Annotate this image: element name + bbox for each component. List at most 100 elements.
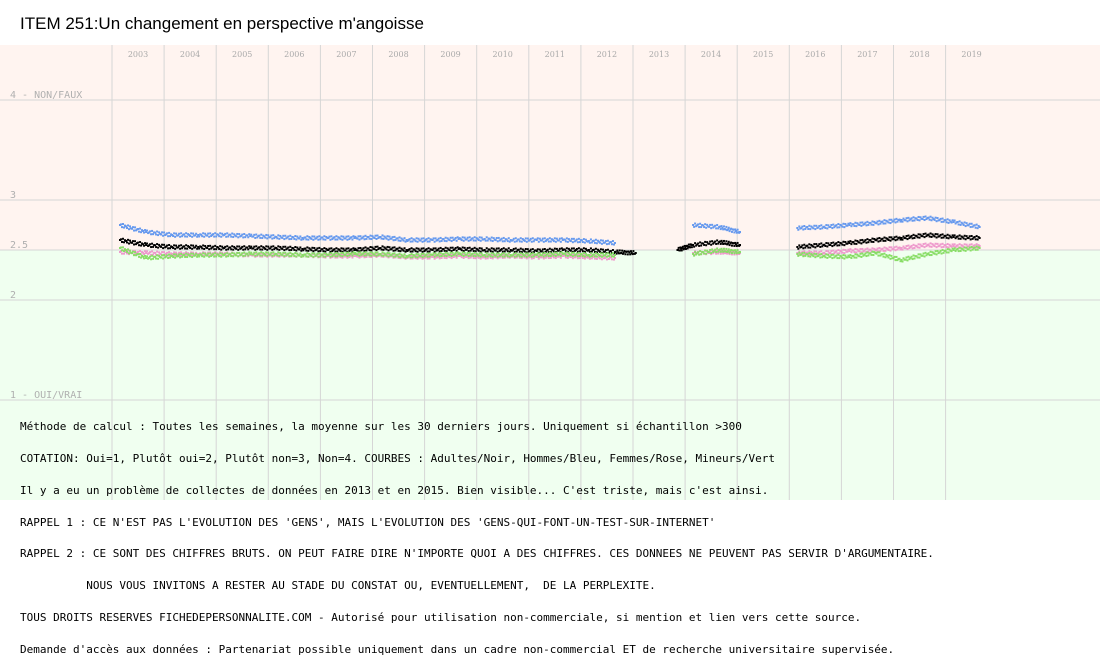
data-point bbox=[692, 253, 695, 255]
data-point bbox=[814, 253, 817, 256]
data-point bbox=[564, 254, 567, 257]
data-point bbox=[494, 256, 497, 259]
data-point bbox=[208, 248, 211, 251]
data-point bbox=[929, 250, 932, 253]
data-point bbox=[825, 250, 828, 253]
data-point bbox=[146, 229, 149, 232]
data-point bbox=[122, 223, 125, 226]
x-tick-label: 2013 bbox=[649, 50, 669, 59]
data-point bbox=[215, 235, 218, 238]
data-point bbox=[566, 256, 569, 259]
data-point bbox=[728, 244, 731, 247]
data-point bbox=[978, 226, 981, 228]
data-point bbox=[436, 253, 439, 256]
data-point bbox=[453, 255, 456, 258]
data-point bbox=[309, 254, 312, 257]
data-point bbox=[963, 243, 966, 246]
data-point bbox=[705, 226, 708, 229]
data-point bbox=[583, 255, 586, 258]
data-point bbox=[279, 234, 282, 237]
data-point bbox=[319, 255, 322, 258]
data-point bbox=[174, 256, 177, 259]
data-point bbox=[963, 221, 966, 224]
data-point bbox=[948, 234, 951, 237]
data-point bbox=[415, 254, 418, 257]
data-point bbox=[298, 254, 301, 257]
data-point bbox=[823, 243, 826, 246]
data-point bbox=[452, 248, 455, 251]
data-point bbox=[247, 236, 250, 239]
data-point bbox=[830, 224, 833, 227]
data-point bbox=[391, 246, 394, 249]
data-point bbox=[804, 227, 807, 230]
data-point bbox=[968, 246, 971, 249]
data-point bbox=[378, 247, 381, 250]
data-point bbox=[515, 250, 518, 253]
data-point bbox=[186, 247, 189, 250]
data-point bbox=[882, 249, 885, 252]
data-point bbox=[429, 255, 432, 258]
data-point bbox=[915, 217, 918, 220]
data-point bbox=[541, 248, 544, 251]
data-point bbox=[812, 252, 815, 255]
data-point bbox=[389, 254, 392, 257]
data-point bbox=[516, 248, 519, 251]
data-point bbox=[724, 228, 727, 231]
data-point bbox=[439, 236, 442, 239]
data-point bbox=[584, 254, 587, 257]
data-point bbox=[522, 255, 525, 258]
data-point bbox=[508, 255, 511, 258]
data-point bbox=[154, 244, 157, 247]
data-point bbox=[538, 248, 541, 251]
data-point bbox=[457, 248, 460, 250]
data-point bbox=[626, 253, 629, 256]
data-point bbox=[300, 249, 303, 252]
data-point bbox=[857, 254, 860, 257]
data-point bbox=[470, 248, 473, 251]
data-point bbox=[900, 237, 903, 239]
data-point bbox=[547, 255, 550, 258]
data-point bbox=[313, 246, 316, 249]
data-point bbox=[438, 240, 441, 243]
data-point bbox=[904, 247, 907, 250]
data-point bbox=[337, 248, 340, 251]
data-point bbox=[261, 237, 264, 240]
data-point bbox=[211, 233, 214, 236]
data-point bbox=[807, 253, 810, 256]
data-point bbox=[394, 255, 397, 258]
data-point bbox=[490, 253, 493, 256]
data-point bbox=[613, 254, 616, 256]
data-point bbox=[730, 248, 733, 251]
data-point bbox=[611, 240, 614, 243]
data-point bbox=[433, 257, 436, 260]
data-point bbox=[873, 237, 876, 240]
data-point bbox=[348, 238, 351, 241]
data-point bbox=[975, 235, 978, 238]
data-point bbox=[298, 237, 301, 240]
data-point bbox=[454, 254, 457, 257]
data-point bbox=[341, 256, 344, 259]
data-point bbox=[700, 253, 703, 256]
data-point bbox=[925, 245, 928, 248]
data-point bbox=[847, 248, 850, 251]
data-point bbox=[331, 250, 334, 253]
data-point bbox=[886, 255, 889, 258]
data-point bbox=[557, 253, 560, 256]
data-point bbox=[556, 249, 559, 252]
data-point bbox=[448, 239, 451, 242]
data-point bbox=[276, 254, 279, 257]
data-point bbox=[814, 256, 817, 259]
data-point bbox=[134, 251, 137, 254]
data-point bbox=[537, 257, 540, 260]
data-point bbox=[698, 244, 701, 247]
data-point bbox=[190, 232, 193, 235]
data-point bbox=[803, 250, 806, 253]
data-point bbox=[406, 256, 409, 259]
data-point bbox=[150, 233, 153, 236]
data-point bbox=[496, 250, 499, 253]
data-point bbox=[341, 238, 344, 241]
data-point bbox=[926, 234, 929, 236]
data-point bbox=[854, 221, 857, 224]
data-point bbox=[361, 253, 364, 256]
data-point bbox=[560, 247, 563, 250]
